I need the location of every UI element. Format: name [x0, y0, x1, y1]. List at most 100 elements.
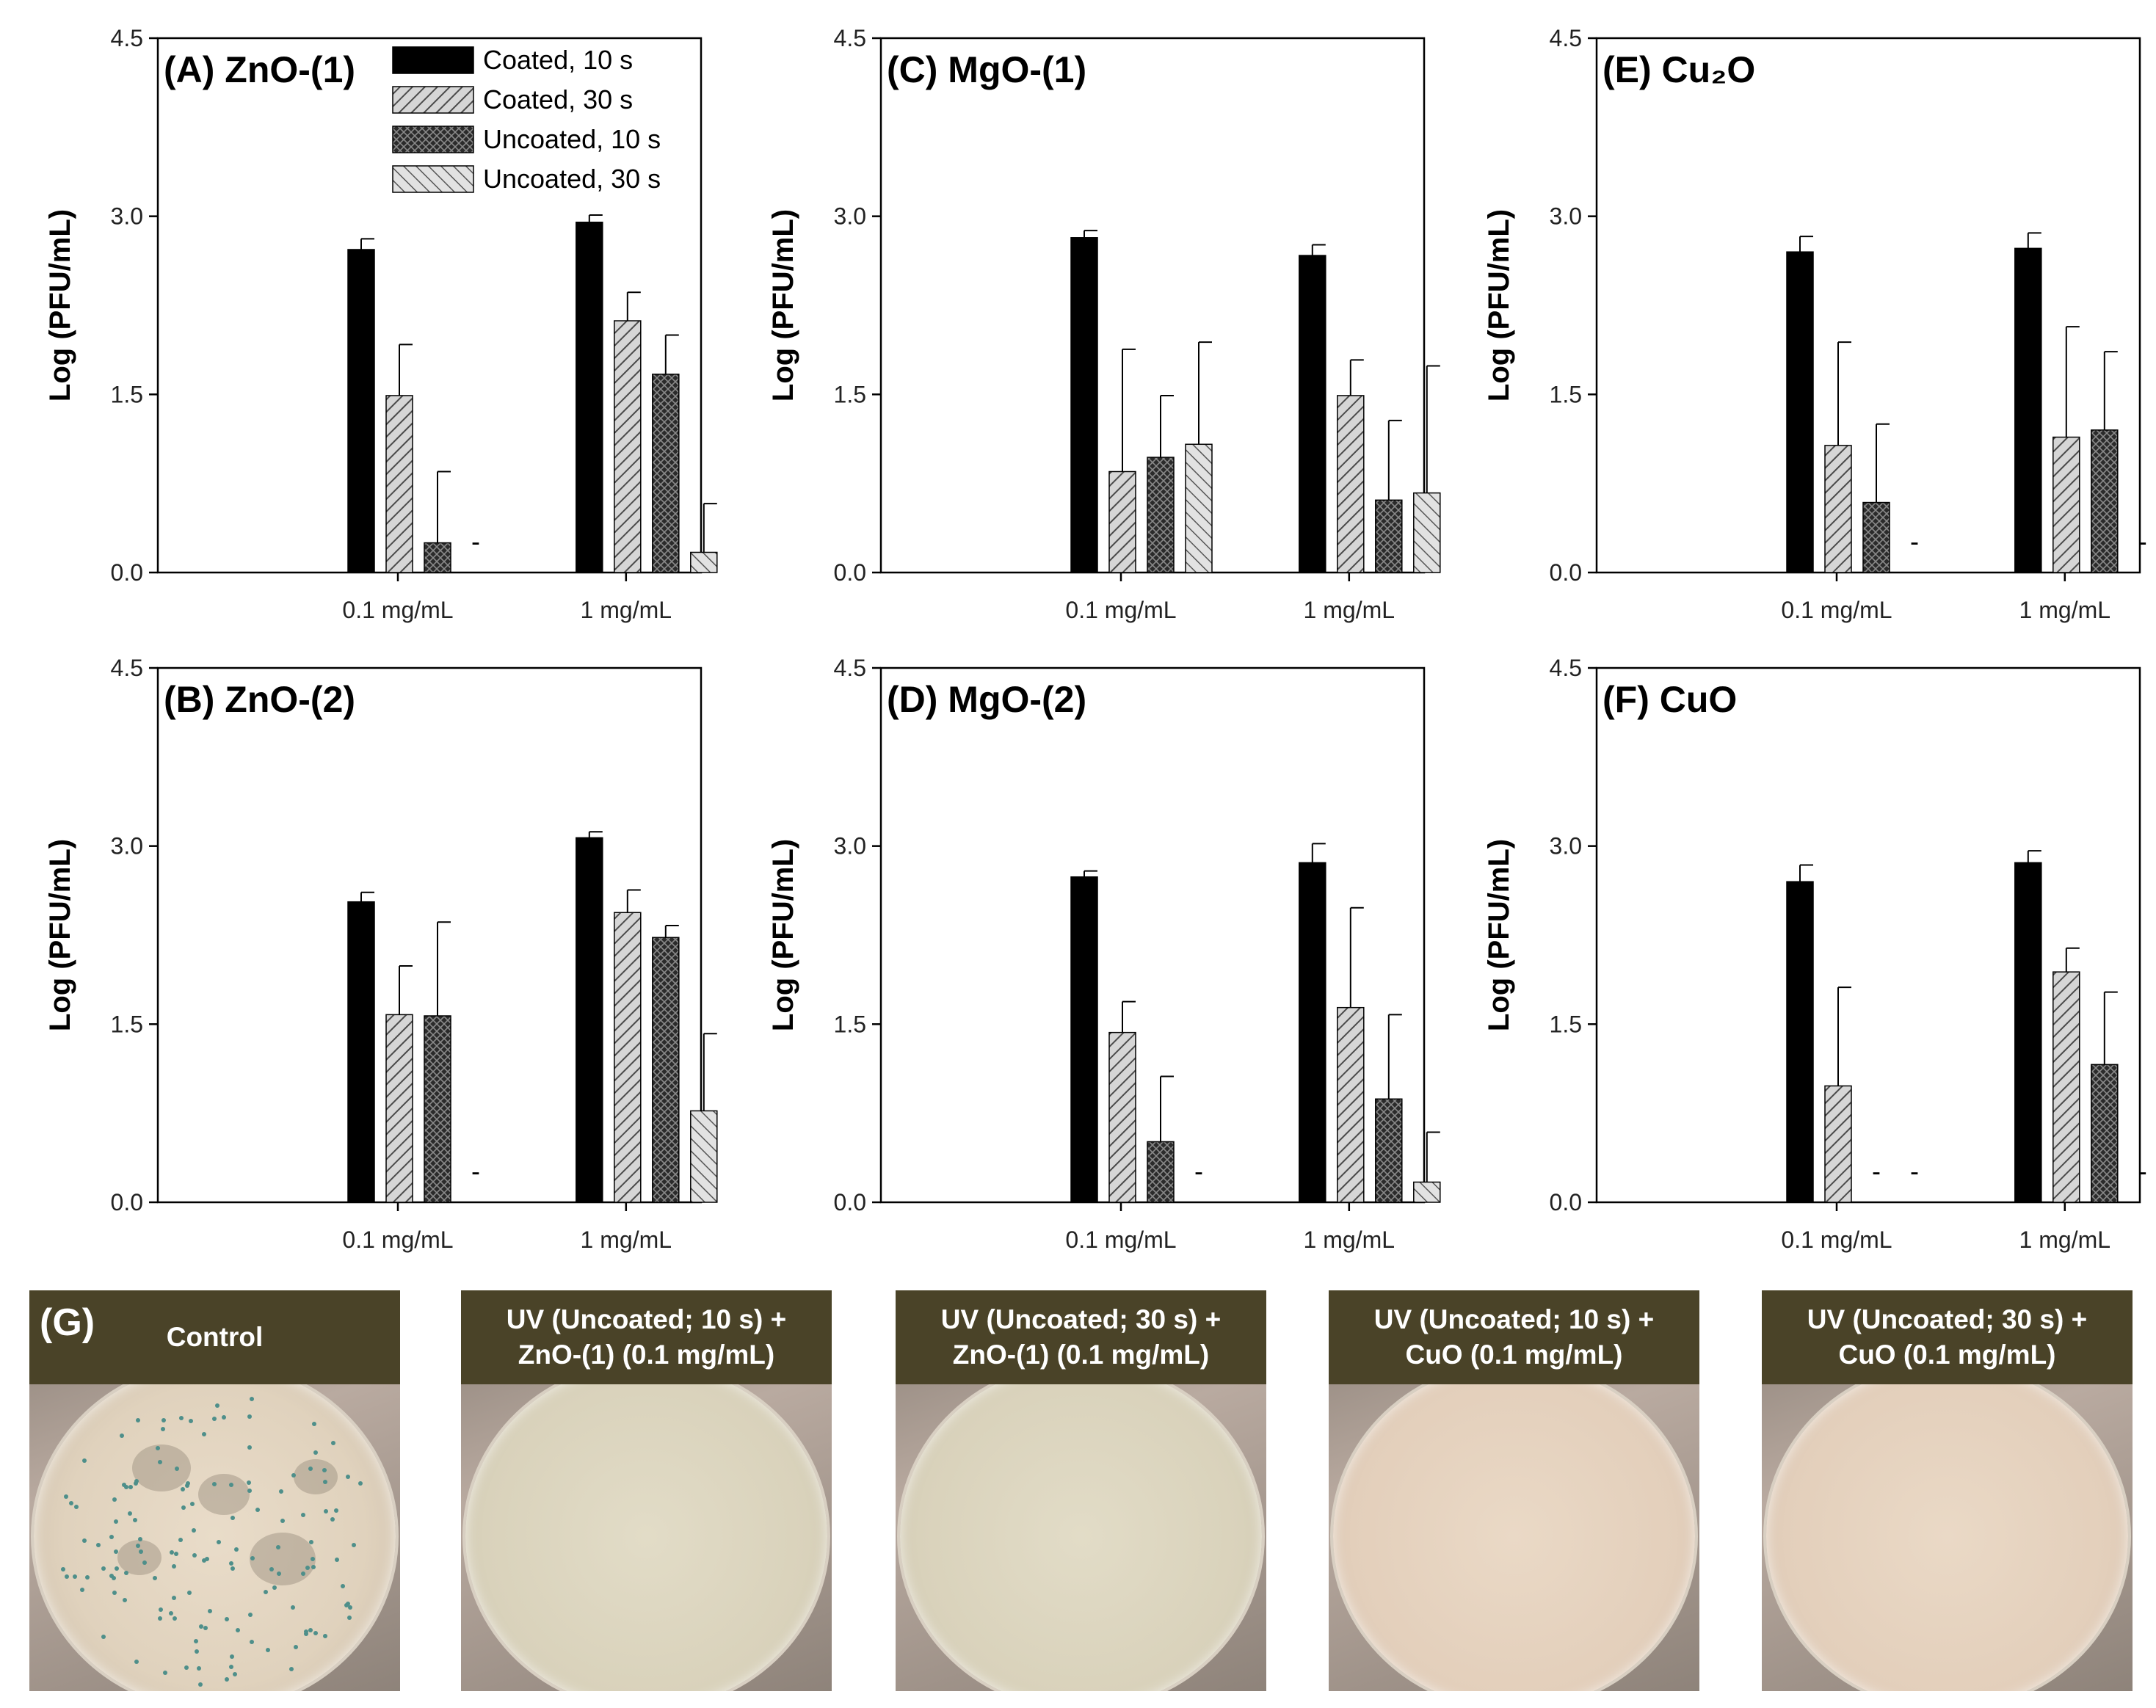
y-axis-label: Log (PFU/mL) — [1483, 209, 1515, 401]
y-tick-label: 0.0 — [834, 559, 866, 586]
bar-F-1-0 — [1824, 1085, 1852, 1203]
y-tick-label: 4.5 — [111, 655, 143, 681]
plaque-spot — [351, 1543, 356, 1548]
petri-dish — [465, 1364, 827, 1691]
plaque-spot — [212, 1416, 217, 1421]
plaque-spot — [96, 1543, 101, 1548]
y-tick-label: 1.5 — [1550, 381, 1582, 407]
missing-value-marker: - — [1910, 526, 1919, 556]
bar-F-0-1 — [2014, 862, 2042, 1203]
plaque-spot — [122, 1598, 127, 1603]
x-tick-label: 1 mg/mL — [2019, 597, 2110, 623]
x-tick-label: 0.1 mg/mL — [1065, 597, 1176, 623]
plaque-spot — [135, 1543, 140, 1548]
legend-swatch — [392, 46, 474, 74]
plaque-spot — [63, 1494, 68, 1500]
plaque-spot — [68, 1500, 73, 1505]
bar-A-2-1 — [652, 374, 680, 573]
x-tick-label: 1 mg/mL — [581, 597, 672, 623]
x-tick-label: 1 mg/mL — [581, 1227, 672, 1253]
bar-F-0-0 — [1786, 881, 1814, 1203]
plaque-spot — [333, 1508, 338, 1513]
chart-panel-B: 0.0 1.5 3.0 4.5 Log (PFU/mL) (B) ZnO-(2) 0.1 m… — [44, 655, 718, 1253]
y-tick-label: 4.5 — [1550, 655, 1582, 681]
plate-label: Control — [166, 1322, 264, 1352]
plaque-spot — [101, 1566, 106, 1571]
bar-B-2-0 — [424, 1015, 451, 1203]
plate-label: UV (Uncoated; 30 s) + ZnO-(1) (0.1 mg/mL… — [940, 1304, 1222, 1370]
panel-title: (A) ZnO-(1) — [164, 49, 355, 90]
x-tick-label: 0.1 mg/mL — [1781, 1227, 1892, 1253]
plaque-spot — [153, 1576, 158, 1581]
bar-C-2-1 — [1375, 499, 1403, 573]
plaque-spot — [202, 1431, 207, 1436]
plaque-spot — [300, 1571, 305, 1576]
bar-C-0-0 — [1070, 237, 1098, 573]
bar-A-1-1 — [614, 320, 642, 573]
plaque-spot — [124, 1485, 129, 1490]
bar-D-0-0 — [1070, 876, 1098, 1203]
plaque-blot — [250, 1533, 316, 1585]
plaque-spot — [358, 1480, 363, 1486]
plaque-spot — [181, 1486, 186, 1491]
plaque-spot — [225, 1676, 230, 1682]
plaque-spot — [109, 1573, 114, 1578]
missing-value-marker: - — [2138, 1156, 2147, 1186]
plate-header: Control — [29, 1290, 400, 1384]
plaque-spot — [157, 1616, 162, 1621]
plaque-spot — [334, 1558, 339, 1563]
y-tick-label: 0.0 — [1550, 1189, 1582, 1215]
plaque-spot — [134, 1478, 139, 1483]
plate-photo-3: UV (Uncoated; 30 s) + ZnO-(1) (0.1 mg/mL… — [896, 1290, 1266, 1691]
bar-F-2-1 — [2091, 1064, 2119, 1203]
plaque-spot — [178, 1537, 183, 1542]
plaque-spot — [190, 1501, 195, 1506]
plaque-spot — [113, 1519, 118, 1524]
legend-label: Uncoated, 10 s — [483, 124, 661, 154]
plaque-spot — [184, 1483, 189, 1489]
plaque-spot — [205, 1556, 210, 1561]
plate-header: UV (Uncoated; 30 s) + CuO (0.1 mg/mL) — [1762, 1290, 2133, 1384]
plaque-spot — [300, 1512, 305, 1517]
plaque-spot — [304, 1629, 309, 1634]
bar-A-0-1 — [576, 222, 603, 573]
plaque-spot — [225, 1617, 230, 1622]
plaque-spot — [250, 1555, 255, 1560]
bar-B-3-1 — [690, 1110, 718, 1203]
bar-E-1-1 — [2052, 436, 2080, 573]
plaque-spot — [199, 1624, 204, 1629]
plaque-spot — [247, 1444, 252, 1450]
y-tick-label: 0.0 — [111, 1189, 143, 1215]
plaque-spot — [347, 1616, 352, 1621]
legend-swatch — [392, 126, 474, 153]
y-axis-label: Log (PFU/mL) — [44, 839, 76, 1031]
plaque-spot — [248, 1612, 253, 1617]
bar-D-0-1 — [1299, 862, 1326, 1203]
plaque-spot — [175, 1466, 180, 1471]
plaque-spot — [122, 1482, 127, 1487]
bar-E-2-0 — [1862, 501, 1890, 573]
y-tick-label: 3.0 — [111, 203, 143, 230]
plaque-spot — [275, 1545, 280, 1550]
plaque-spot — [161, 1417, 166, 1422]
plaque-spot — [280, 1518, 285, 1523]
y-tick-label: 0.0 — [1550, 559, 1582, 586]
plaque-spot — [124, 1570, 129, 1575]
plaque-spot — [232, 1671, 237, 1676]
bar-D-3-1 — [1413, 1181, 1441, 1203]
plaque-spot — [134, 1659, 139, 1664]
plaque-spot — [111, 1576, 116, 1581]
plate-header: UV (Uncoated; 30 s) + ZnO-(1) (0.1 mg/mL… — [896, 1290, 1266, 1384]
bar-D-1-1 — [1337, 1006, 1365, 1203]
plaque-spot — [289, 1666, 294, 1671]
plaque-spot — [134, 1481, 139, 1486]
plaque-spot — [192, 1553, 197, 1558]
plaque-spot — [174, 1551, 179, 1556]
plate-photo-4: UV (Uncoated; 10 s) + CuO (0.1 mg/mL) — [1329, 1290, 1699, 1691]
chart-panel-D: 0.0 1.5 3.0 4.5 Log (PFU/mL) (D) MgO-(2) 0.1 m… — [767, 655, 1441, 1253]
bar-chart-figure: 0.0 1.5 3.0 4.5 Log (PFU/mL) (A) ZnO-(1) 0.1 m… — [44, 25, 2147, 1253]
plaque-spot — [196, 1666, 201, 1671]
bar-D-1-0 — [1108, 1031, 1136, 1203]
plaque-spot — [81, 1538, 87, 1543]
plaque-spot — [276, 1571, 281, 1577]
